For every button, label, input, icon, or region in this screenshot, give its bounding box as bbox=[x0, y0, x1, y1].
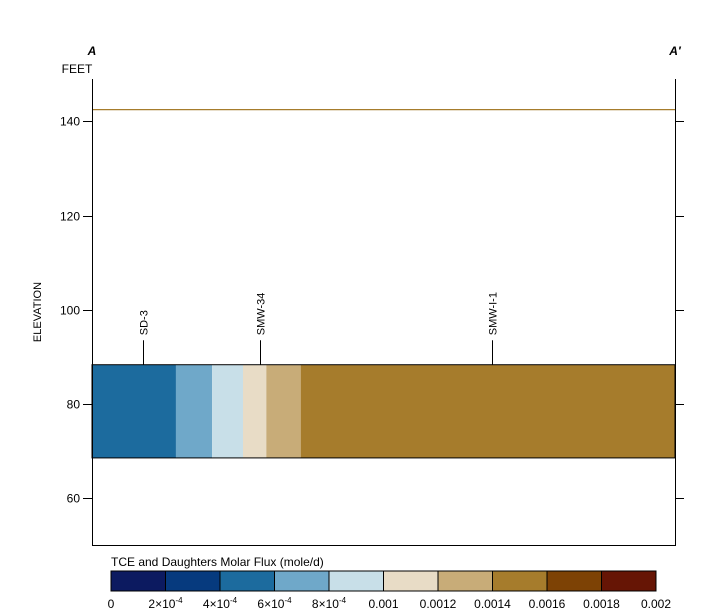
colorbar-tick-label-10: 0.0018 bbox=[583, 597, 620, 611]
y-tick-label-60: 60 bbox=[67, 492, 81, 506]
units-label: FEET bbox=[62, 62, 93, 76]
colorbar-tick-label-7: 0.0012 bbox=[420, 597, 457, 611]
colorbar-swatch-10 bbox=[601, 570, 657, 592]
colorbar-tick-label-4: 6×10-4 bbox=[257, 596, 292, 611]
well-label-3: SMW-I-1 bbox=[488, 292, 500, 335]
colorbar-tick-label-6: 0.001 bbox=[368, 597, 398, 611]
axes: 60 80 100 120 140 ELEVATION A A′ FEET bbox=[32, 44, 684, 546]
colorbar-tick-label-5: 8×10-4 bbox=[312, 596, 347, 611]
colorbar-tick-label-9: 0.0016 bbox=[529, 597, 566, 611]
colorbar-tick-label-8: 0.0014 bbox=[474, 597, 511, 611]
colorbar-tick-label-2: 2×10-4 bbox=[148, 596, 183, 611]
y-tick-label-120: 120 bbox=[60, 210, 80, 224]
colorbar-tick-label-3: 4×10-4 bbox=[203, 596, 238, 611]
colorbar-swatch-2 bbox=[165, 570, 221, 592]
y-tick-label-80: 80 bbox=[67, 398, 81, 412]
colorbar-swatch-7 bbox=[437, 570, 493, 592]
well-label-2: SMW-34 bbox=[256, 293, 268, 336]
colorbar-swatch-8 bbox=[492, 570, 548, 592]
colorbar-tick-label-1: 0 bbox=[108, 597, 115, 611]
flux-segment-1 bbox=[92, 364, 176, 458]
colorbar-swatch-6 bbox=[383, 570, 439, 592]
colorbar-tick-label-11: 0.002 bbox=[641, 597, 671, 611]
colorbar-swatch-3 bbox=[219, 570, 275, 592]
colorbar-swatch-1 bbox=[110, 570, 166, 592]
colorbar-swatch-9 bbox=[546, 570, 602, 592]
y-tick-label-100: 100 bbox=[60, 304, 80, 318]
flux-segment-3 bbox=[212, 364, 243, 458]
plot-area: SD-3 SMW-34 SMW-I-1 bbox=[91, 108, 676, 459]
flux-segment-5 bbox=[266, 364, 301, 458]
y-tick-label-140: 140 bbox=[60, 115, 80, 129]
section-label-left: A bbox=[87, 44, 97, 58]
colorbar-swatch-5 bbox=[328, 570, 384, 592]
colorbar-swatch-4 bbox=[274, 570, 330, 592]
flux-segment-2 bbox=[175, 364, 213, 458]
section-label-right: A′ bbox=[668, 44, 682, 58]
flux-segment-6 bbox=[300, 364, 675, 458]
y-axis-title: ELEVATION bbox=[32, 282, 44, 342]
colorbar-title: TCE and Daughters Molar Flux (mole/d) bbox=[111, 555, 324, 569]
colorbar-legend: TCE and Daughters Molar Flux (mole/d) 0 2×… bbox=[108, 555, 672, 611]
well-label-1: SD-3 bbox=[139, 310, 151, 335]
flux-segment-4 bbox=[242, 364, 267, 458]
